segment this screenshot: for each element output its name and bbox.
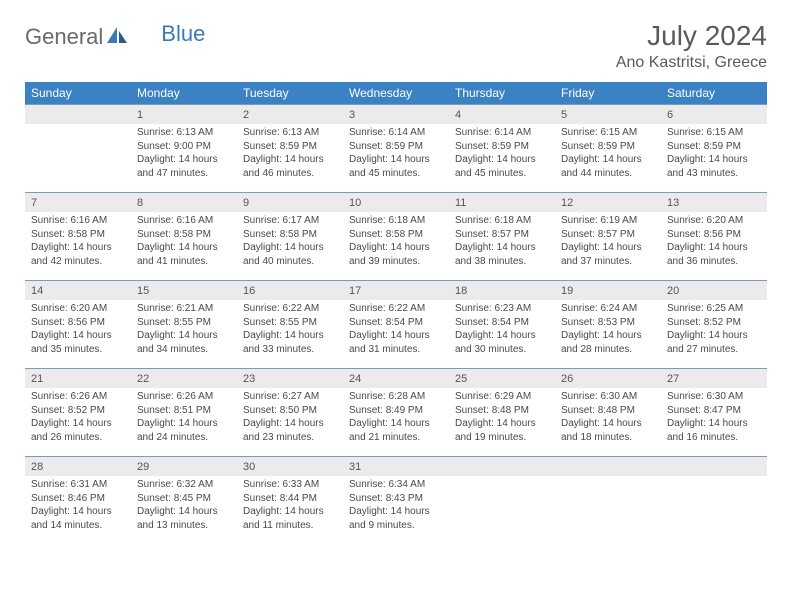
day-cell: Sunrise: 6:30 AMSunset: 8:48 PMDaylight:… (555, 388, 661, 457)
weekday-header: Saturday (661, 82, 767, 105)
day-number: 9 (237, 193, 343, 213)
day-number: 20 (661, 281, 767, 301)
day-cell: Sunrise: 6:30 AMSunset: 8:47 PMDaylight:… (661, 388, 767, 457)
calendar-table: Sunday Monday Tuesday Wednesday Thursday… (25, 82, 767, 544)
day-number: 25 (449, 369, 555, 389)
day-number: 10 (343, 193, 449, 213)
day-number: 21 (25, 369, 131, 389)
weekday-header: Wednesday (343, 82, 449, 105)
day-cell: Sunrise: 6:17 AMSunset: 8:58 PMDaylight:… (237, 212, 343, 281)
brand-logo: General Blue (25, 24, 205, 50)
day-cell: Sunrise: 6:13 AMSunset: 9:00 PMDaylight:… (131, 124, 237, 193)
day-cell: Sunrise: 6:22 AMSunset: 8:55 PMDaylight:… (237, 300, 343, 369)
day-number: 31 (343, 457, 449, 477)
day-number: 16 (237, 281, 343, 301)
day-number: 6 (661, 105, 767, 125)
day-number (449, 457, 555, 477)
day-number: 13 (661, 193, 767, 213)
day-cell: Sunrise: 6:15 AMSunset: 8:59 PMDaylight:… (661, 124, 767, 193)
day-cell: Sunrise: 6:21 AMSunset: 8:55 PMDaylight:… (131, 300, 237, 369)
daynum-row: 21 22 23 24 25 26 27 (25, 369, 767, 389)
content-row: Sunrise: 6:13 AMSunset: 9:00 PMDaylight:… (25, 124, 767, 193)
weekday-header: Sunday (25, 82, 131, 105)
day-cell: Sunrise: 6:18 AMSunset: 8:58 PMDaylight:… (343, 212, 449, 281)
day-number (25, 105, 131, 125)
day-cell: Sunrise: 6:16 AMSunset: 8:58 PMDaylight:… (131, 212, 237, 281)
location-text: Ano Kastritsi, Greece (616, 54, 767, 72)
day-cell: Sunrise: 6:24 AMSunset: 8:53 PMDaylight:… (555, 300, 661, 369)
content-row: Sunrise: 6:26 AMSunset: 8:52 PMDaylight:… (25, 388, 767, 457)
day-number: 12 (555, 193, 661, 213)
day-cell: Sunrise: 6:29 AMSunset: 8:48 PMDaylight:… (449, 388, 555, 457)
day-cell: Sunrise: 6:32 AMSunset: 8:45 PMDaylight:… (131, 476, 237, 544)
daynum-row: 28 29 30 31 (25, 457, 767, 477)
weekday-header: Friday (555, 82, 661, 105)
day-cell: Sunrise: 6:26 AMSunset: 8:51 PMDaylight:… (131, 388, 237, 457)
day-cell: Sunrise: 6:20 AMSunset: 8:56 PMDaylight:… (661, 212, 767, 281)
weekday-header: Thursday (449, 82, 555, 105)
content-row: Sunrise: 6:16 AMSunset: 8:58 PMDaylight:… (25, 212, 767, 281)
day-cell: Sunrise: 6:31 AMSunset: 8:46 PMDaylight:… (25, 476, 131, 544)
brand-word2: Blue (161, 21, 205, 47)
day-number: 8 (131, 193, 237, 213)
title-block: July 2024 Ano Kastritsi, Greece (616, 20, 767, 72)
day-cell: Sunrise: 6:16 AMSunset: 8:58 PMDaylight:… (25, 212, 131, 281)
day-number (661, 457, 767, 477)
content-row: Sunrise: 6:31 AMSunset: 8:46 PMDaylight:… (25, 476, 767, 544)
day-cell: Sunrise: 6:19 AMSunset: 8:57 PMDaylight:… (555, 212, 661, 281)
day-number: 30 (237, 457, 343, 477)
daynum-row: 7 8 9 10 11 12 13 (25, 193, 767, 213)
weekday-header: Monday (131, 82, 237, 105)
day-cell: Sunrise: 6:26 AMSunset: 8:52 PMDaylight:… (25, 388, 131, 457)
weekday-header-row: Sunday Monday Tuesday Wednesday Thursday… (25, 82, 767, 105)
weekday-header: Tuesday (237, 82, 343, 105)
day-cell: Sunrise: 6:14 AMSunset: 8:59 PMDaylight:… (343, 124, 449, 193)
day-cell: Sunrise: 6:15 AMSunset: 8:59 PMDaylight:… (555, 124, 661, 193)
sail-icon (107, 27, 129, 50)
day-number: 7 (25, 193, 131, 213)
day-number: 26 (555, 369, 661, 389)
day-cell (25, 124, 131, 193)
day-number: 19 (555, 281, 661, 301)
brand-word1: General (25, 24, 103, 50)
day-number: 29 (131, 457, 237, 477)
day-number: 3 (343, 105, 449, 125)
day-cell (449, 476, 555, 544)
day-number: 23 (237, 369, 343, 389)
day-number: 11 (449, 193, 555, 213)
day-number: 2 (237, 105, 343, 125)
day-number: 22 (131, 369, 237, 389)
day-number: 14 (25, 281, 131, 301)
content-row: Sunrise: 6:20 AMSunset: 8:56 PMDaylight:… (25, 300, 767, 369)
day-cell: Sunrise: 6:23 AMSunset: 8:54 PMDaylight:… (449, 300, 555, 369)
header: General Blue July 2024 Ano Kastritsi, Gr… (25, 20, 767, 72)
day-number: 1 (131, 105, 237, 125)
day-cell: Sunrise: 6:28 AMSunset: 8:49 PMDaylight:… (343, 388, 449, 457)
day-number: 27 (661, 369, 767, 389)
page-title: July 2024 (616, 20, 767, 52)
day-cell: Sunrise: 6:27 AMSunset: 8:50 PMDaylight:… (237, 388, 343, 457)
daynum-row: 14 15 16 17 18 19 20 (25, 281, 767, 301)
day-number: 5 (555, 105, 661, 125)
day-cell: Sunrise: 6:22 AMSunset: 8:54 PMDaylight:… (343, 300, 449, 369)
daynum-row: 1 2 3 4 5 6 (25, 105, 767, 125)
day-cell: Sunrise: 6:18 AMSunset: 8:57 PMDaylight:… (449, 212, 555, 281)
day-cell: Sunrise: 6:33 AMSunset: 8:44 PMDaylight:… (237, 476, 343, 544)
day-cell: Sunrise: 6:13 AMSunset: 8:59 PMDaylight:… (237, 124, 343, 193)
day-number: 4 (449, 105, 555, 125)
day-cell: Sunrise: 6:25 AMSunset: 8:52 PMDaylight:… (661, 300, 767, 369)
day-number: 15 (131, 281, 237, 301)
day-cell: Sunrise: 6:34 AMSunset: 8:43 PMDaylight:… (343, 476, 449, 544)
day-cell (555, 476, 661, 544)
day-number: 18 (449, 281, 555, 301)
day-number: 24 (343, 369, 449, 389)
day-number (555, 457, 661, 477)
day-cell: Sunrise: 6:20 AMSunset: 8:56 PMDaylight:… (25, 300, 131, 369)
day-number: 28 (25, 457, 131, 477)
day-number: 17 (343, 281, 449, 301)
day-cell: Sunrise: 6:14 AMSunset: 8:59 PMDaylight:… (449, 124, 555, 193)
day-cell (661, 476, 767, 544)
